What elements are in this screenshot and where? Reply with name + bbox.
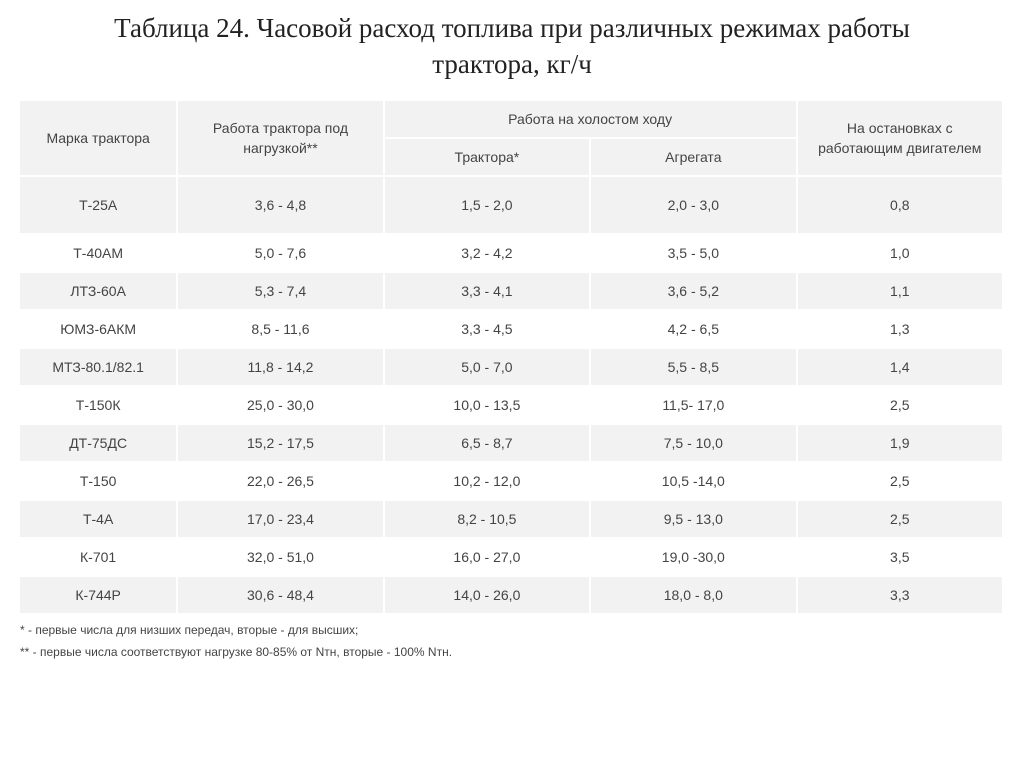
cell-idle-unit: 11,5- 17,0 <box>590 386 796 424</box>
table-row: ЛТЗ-60А 5,3 - 7,4 3,3 - 4,1 3,6 - 5,2 1,… <box>20 272 1003 310</box>
cell-idle-unit: 19,0 -30,0 <box>590 538 796 576</box>
table-row: Т-150 22,0 - 26,5 10,2 - 12,0 10,5 -14,0… <box>20 462 1003 500</box>
cell-model: К-701 <box>20 538 177 576</box>
cell-idle-tractor: 6,5 - 8,7 <box>384 424 590 462</box>
footnote-2: ** - первые числа соответствуют нагрузке… <box>20 643 1004 662</box>
page: Таблица 24. Часовой расход топлива при р… <box>0 0 1024 662</box>
cell-idle-tractor: 10,0 - 13,5 <box>384 386 590 424</box>
table-row: К-744Р 30,6 - 48,4 14,0 - 26,0 18,0 - 8,… <box>20 576 1003 614</box>
cell-load: 8,5 - 11,6 <box>177 310 383 348</box>
table-row: Т-150К 25,0 - 30,0 10,0 - 13,5 11,5- 17,… <box>20 386 1003 424</box>
cell-load: 5,0 - 7,6 <box>177 234 383 272</box>
cell-idle-unit: 3,6 - 5,2 <box>590 272 796 310</box>
table-row: Т-40АМ 5,0 - 7,6 3,2 - 4,2 3,5 - 5,0 1,0 <box>20 234 1003 272</box>
cell-stop: 2,5 <box>797 500 1003 538</box>
cell-model: МТЗ-80.1/82.1 <box>20 348 177 386</box>
cell-model: ЮМЗ-6АКМ <box>20 310 177 348</box>
cell-load: 5,3 - 7,4 <box>177 272 383 310</box>
cell-load: 32,0 - 51,0 <box>177 538 383 576</box>
cell-model: Т-4А <box>20 500 177 538</box>
cell-idle-tractor: 1,5 - 2,0 <box>384 176 590 234</box>
cell-model: Т-150 <box>20 462 177 500</box>
cell-idle-unit: 7,5 - 10,0 <box>590 424 796 462</box>
cell-idle-tractor: 10,2 - 12,0 <box>384 462 590 500</box>
cell-idle-unit: 4,2 - 6,5 <box>590 310 796 348</box>
header-stop: На остановках с работающим двигателем <box>797 101 1003 177</box>
cell-stop: 1,0 <box>797 234 1003 272</box>
cell-model: Т-150К <box>20 386 177 424</box>
cell-idle-tractor: 8,2 - 10,5 <box>384 500 590 538</box>
cell-idle-unit: 10,5 -14,0 <box>590 462 796 500</box>
cell-idle-tractor: 3,2 - 4,2 <box>384 234 590 272</box>
cell-idle-tractor: 5,0 - 7,0 <box>384 348 590 386</box>
header-model: Марка трактора <box>20 101 177 177</box>
table-row: Т-25А 3,6 - 4,8 1,5 - 2,0 2,0 - 3,0 0,8 <box>20 176 1003 234</box>
cell-load: 22,0 - 26,5 <box>177 462 383 500</box>
cell-stop: 1,3 <box>797 310 1003 348</box>
cell-load: 15,2 - 17,5 <box>177 424 383 462</box>
cell-idle-tractor: 3,3 - 4,1 <box>384 272 590 310</box>
footnotes: * - первые числа для низших передач, вто… <box>20 621 1004 661</box>
cell-stop: 1,4 <box>797 348 1003 386</box>
cell-model: Т-25А <box>20 176 177 234</box>
cell-idle-tractor: 3,3 - 4,5 <box>384 310 590 348</box>
table-row: ДТ-75ДС 15,2 - 17,5 6,5 - 8,7 7,5 - 10,0… <box>20 424 1003 462</box>
footnote-1: * - первые числа для низших передач, вто… <box>20 621 1004 640</box>
fuel-consumption-table: Марка трактора Работа трактора под нагру… <box>20 101 1004 616</box>
cell-idle-unit: 2,0 - 3,0 <box>590 176 796 234</box>
cell-stop: 1,1 <box>797 272 1003 310</box>
table-row: К-701 32,0 - 51,0 16,0 - 27,0 19,0 -30,0… <box>20 538 1003 576</box>
table-row: МТЗ-80.1/82.1 11,8 - 14,2 5,0 - 7,0 5,5 … <box>20 348 1003 386</box>
cell-idle-unit: 5,5 - 8,5 <box>590 348 796 386</box>
table-row: ЮМЗ-6АКМ 8,5 - 11,6 3,3 - 4,5 4,2 - 6,5 … <box>20 310 1003 348</box>
table-header: Марка трактора Работа трактора под нагру… <box>20 101 1003 177</box>
cell-load: 25,0 - 30,0 <box>177 386 383 424</box>
header-idle-tractor: Трактора* <box>384 138 590 176</box>
cell-idle-unit: 9,5 - 13,0 <box>590 500 796 538</box>
header-load: Работа трактора под нагрузкой** <box>177 101 383 177</box>
cell-stop: 1,9 <box>797 424 1003 462</box>
cell-stop: 0,8 <box>797 176 1003 234</box>
cell-load: 3,6 - 4,8 <box>177 176 383 234</box>
header-idle-unit: Агрегата <box>590 138 796 176</box>
cell-model: ЛТЗ-60А <box>20 272 177 310</box>
table-row: Т-4А 17,0 - 23,4 8,2 - 10,5 9,5 - 13,0 2… <box>20 500 1003 538</box>
cell-model: Т-40АМ <box>20 234 177 272</box>
table-title: Таблица 24. Часовой расход топлива при р… <box>80 10 944 83</box>
cell-model: ДТ-75ДС <box>20 424 177 462</box>
header-idle-group: Работа на холостом ходу <box>384 101 797 138</box>
cell-stop: 3,5 <box>797 538 1003 576</box>
cell-stop: 2,5 <box>797 386 1003 424</box>
cell-load: 17,0 - 23,4 <box>177 500 383 538</box>
cell-idle-tractor: 16,0 - 27,0 <box>384 538 590 576</box>
cell-load: 11,8 - 14,2 <box>177 348 383 386</box>
cell-idle-unit: 18,0 - 8,0 <box>590 576 796 614</box>
cell-model: К-744Р <box>20 576 177 614</box>
cell-idle-unit: 3,5 - 5,0 <box>590 234 796 272</box>
cell-load: 30,6 - 48,4 <box>177 576 383 614</box>
cell-stop: 3,3 <box>797 576 1003 614</box>
cell-stop: 2,5 <box>797 462 1003 500</box>
cell-idle-tractor: 14,0 - 26,0 <box>384 576 590 614</box>
table-body: Т-25А 3,6 - 4,8 1,5 - 2,0 2,0 - 3,0 0,8 … <box>20 176 1003 614</box>
